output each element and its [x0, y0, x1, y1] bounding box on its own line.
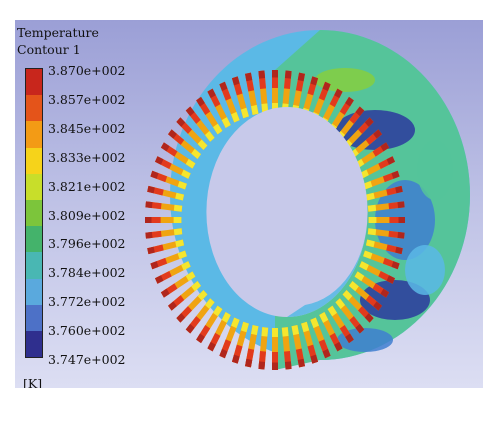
stator-fin [367, 228, 405, 239]
stator-fin [207, 312, 231, 352]
legend-tick-label: 3.747e+002 [48, 352, 126, 367]
legend-tick-label: 3.809e+002 [48, 207, 126, 223]
stator-fin [147, 185, 185, 201]
color-legend-segment [26, 173, 42, 200]
stator-fin [348, 281, 382, 311]
stator-fin [219, 317, 240, 359]
legend-title: Temperature Contour 1 [17, 24, 99, 58]
stator-fin [185, 298, 215, 334]
legend-tick-label: 3.784e+002 [48, 265, 126, 281]
stator-fin [168, 129, 202, 159]
stator-fin [245, 72, 259, 115]
stator-fin [150, 170, 187, 190]
stator-fin [231, 321, 249, 364]
stator-fin [367, 201, 405, 212]
stator-fin [327, 96, 354, 135]
legend-tick-label: 3.760e+002 [48, 323, 126, 339]
color-legend-segment [26, 199, 42, 227]
stator-fin [272, 70, 278, 112]
stator-fin [145, 201, 183, 212]
color-legend-segment [26, 226, 42, 253]
color-legend-segment [26, 304, 42, 331]
stator-fin [160, 271, 196, 298]
stator-fin [168, 281, 202, 311]
stator-fin [196, 305, 223, 344]
stator-fin [363, 170, 400, 190]
stator-fin [150, 250, 187, 270]
stator-fin [281, 327, 292, 370]
color-legend-bar [25, 68, 43, 358]
stator-fin [196, 96, 223, 135]
stator-fin [327, 305, 354, 344]
stator-fin [365, 185, 403, 201]
stator-fin [207, 88, 231, 128]
legend-tick-label: 3.870e+002 [48, 63, 126, 78]
color-legend-segment [26, 95, 42, 122]
stator-fin [160, 142, 196, 169]
stator-fin [219, 81, 240, 123]
stator-fin [365, 239, 403, 255]
stator-fin [363, 250, 400, 270]
stator-fin [145, 228, 183, 239]
color-legend-segment [26, 278, 42, 305]
legend-title-line1: Temperature [17, 25, 99, 40]
legend-unit: [K] [23, 376, 43, 388]
stator-fin [147, 239, 185, 255]
legend-tick-label: 3.857e+002 [48, 91, 126, 107]
temperature-patch [315, 68, 375, 92]
stator-fin [231, 76, 249, 119]
color-legend-segment [26, 69, 42, 96]
stator-fin [155, 261, 191, 284]
stator-fin [291, 325, 305, 368]
stator-fin [176, 117, 208, 150]
stator-fin [145, 217, 182, 223]
stator-fin [342, 290, 374, 323]
stator-fin [258, 327, 269, 370]
legend-tick-label: 3.821e+002 [48, 178, 126, 194]
stator-fin [272, 328, 278, 370]
legend-tick-label: 3.845e+002 [48, 120, 126, 136]
stator-fin [359, 261, 395, 284]
stator-fin [155, 156, 191, 179]
legend-tick-label: 3.796e+002 [48, 236, 126, 252]
temperature-patch [417, 140, 453, 200]
temperature-patch [405, 245, 445, 295]
stator-fin [368, 217, 405, 223]
stator-fin [185, 106, 215, 142]
stator-fin [258, 70, 269, 113]
stator-fin [301, 321, 319, 364]
stator-fin [354, 271, 390, 298]
legend-tick-label: 3.772e+002 [48, 294, 126, 310]
stator-fin [310, 317, 331, 359]
color-legend-segment [26, 252, 42, 279]
color-legend-segment [26, 121, 42, 148]
legend-title-line2: Contour 1 [17, 42, 81, 57]
stator-fin [245, 325, 259, 368]
render-viewport[interactable]: Temperature Contour 1 3.870e+002 3.857e+0… [15, 20, 483, 388]
stator-fin [335, 298, 365, 334]
temperature-patch [337, 328, 393, 352]
stator-fin [176, 290, 208, 323]
stator-3d-model[interactable] [15, 20, 483, 388]
legend-tick-label: 3.833e+002 [48, 149, 126, 165]
stator-bore [206, 107, 368, 317]
color-legend-segment [26, 147, 42, 174]
color-legend-segment [26, 330, 42, 358]
stator-fin [319, 312, 343, 352]
